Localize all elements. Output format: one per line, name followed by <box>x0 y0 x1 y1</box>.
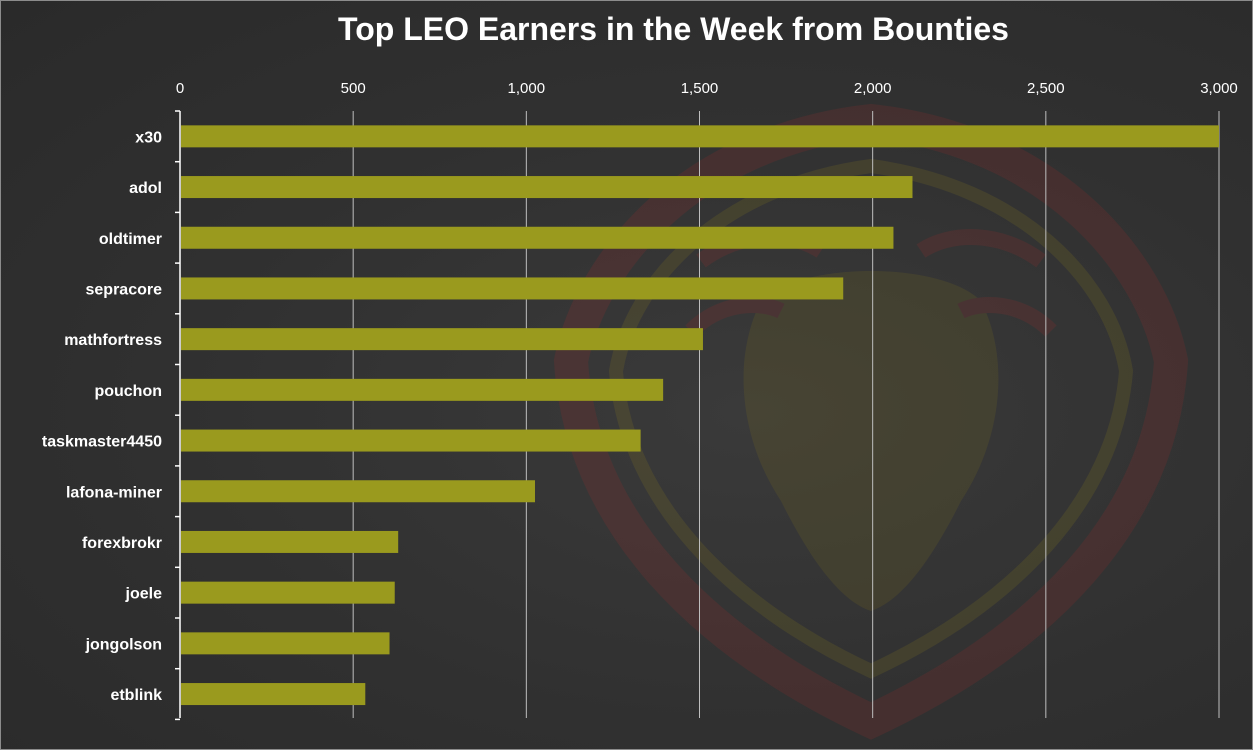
category-label: forexbrokr <box>82 535 162 552</box>
category-label: lafona-miner <box>66 484 162 501</box>
category-label: x30 <box>135 129 162 146</box>
category-label: mathfortress <box>64 332 162 349</box>
bar <box>181 328 703 351</box>
x-tick-label: 1,000 <box>508 80 546 97</box>
bar <box>181 683 366 706</box>
bar <box>181 226 894 249</box>
bar <box>181 480 535 503</box>
category-label: pouchon <box>94 383 162 400</box>
category-label: adol <box>129 180 162 197</box>
chart-title: Top LEO Earners in the Week from Bountie… <box>338 11 1009 47</box>
bar <box>181 429 641 452</box>
x-tick-label: 1,500 <box>681 80 719 97</box>
bar <box>181 378 664 401</box>
bar <box>181 581 395 604</box>
bar <box>181 176 913 199</box>
category-label: joele <box>125 586 163 603</box>
bar <box>181 277 844 300</box>
bar <box>181 530 399 553</box>
category-label: etblink <box>110 687 162 704</box>
x-tick-label: 3,000 <box>1200 80 1238 97</box>
bar <box>181 632 390 655</box>
x-tick-label: 0 <box>176 80 184 97</box>
category-label: oldtimer <box>99 231 162 248</box>
category-label: sepracore <box>86 281 163 298</box>
x-tick-label: 2,000 <box>854 80 892 97</box>
category-label: jongolson <box>85 636 162 653</box>
bar <box>181 125 1219 148</box>
x-tick-label: 2,500 <box>1027 80 1065 97</box>
category-label: taskmaster4450 <box>42 434 162 451</box>
x-tick-label: 500 <box>341 80 366 97</box>
